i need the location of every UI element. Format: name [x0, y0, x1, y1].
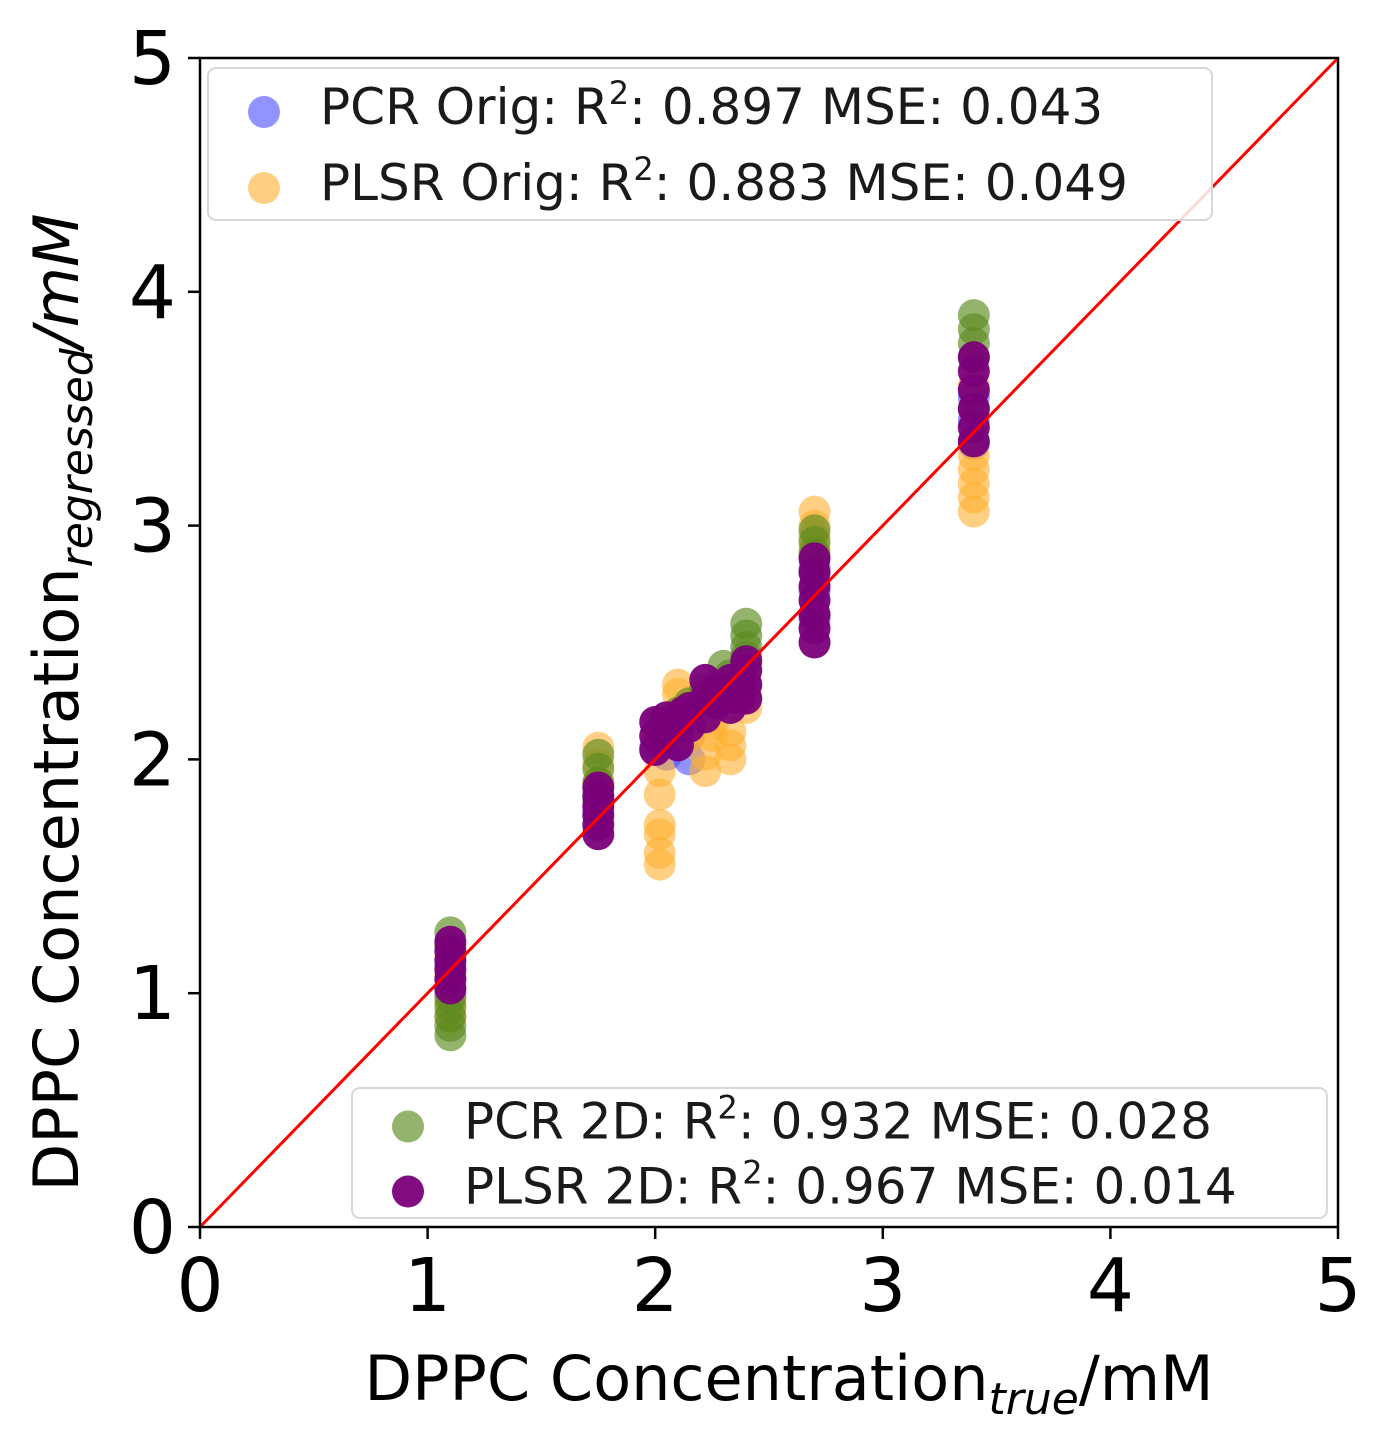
- x-tick-label: 5: [1314, 1243, 1361, 1329]
- x-axis-label-main: DPPC Concentration: [364, 1342, 988, 1415]
- ticks-layer: 0 1 2 3 4 5 0 1 2 3 4 5: [129, 16, 1362, 1329]
- legend-label: PCR 2D: R: [464, 1093, 718, 1151]
- y-tick-label: 2: [129, 717, 176, 803]
- data-point: [730, 645, 763, 678]
- identity-reference-line: [198, 56, 1340, 1229]
- y-tick-label: 4: [129, 250, 176, 336]
- legend-label: PLSR Orig: R: [320, 154, 633, 212]
- y-axis-label: DPPC Concentrationregressed/mM: [20, 213, 103, 1191]
- y-tick-label: 5: [129, 16, 176, 102]
- y-tick-label: 3: [129, 484, 176, 570]
- y-axis-label-unit: /mM: [20, 213, 93, 353]
- data-point: [643, 808, 676, 841]
- y-tick-label: 1: [129, 951, 176, 1037]
- legend-label: PLSR 2D: R: [464, 1158, 742, 1216]
- legend-metrics: : 0.897 MSE: 0.043: [629, 78, 1103, 136]
- x-tick-label: 1: [404, 1243, 451, 1329]
- legend-box: [351, 1087, 1328, 1219]
- legend-label: PCR Orig: R: [320, 78, 609, 136]
- data-point: [798, 542, 831, 575]
- x-axis-label-subscript: true: [989, 1374, 1079, 1425]
- legend-metrics: : 0.932 MSE: 0.028: [738, 1093, 1212, 1151]
- x-tick-label: 3: [859, 1243, 906, 1329]
- legend-box: [207, 67, 1213, 221]
- legend-marker: [392, 1175, 424, 1208]
- legend-entry-text: PLSR Orig: R2: 0.883 MSE: 0.049: [320, 150, 1128, 212]
- y-axis-label-main: DPPC Concentration: [20, 567, 93, 1191]
- x-axis-label: DPPC Concentrationtrue/mM: [364, 1342, 1213, 1425]
- points-layer: [434, 299, 990, 1052]
- x-tick-label: 0: [176, 1243, 223, 1329]
- data-point: [957, 341, 990, 374]
- legend-metrics: : 0.967 MSE: 0.014: [763, 1158, 1237, 1216]
- legend-entry-text: PCR Orig: R2: 0.897 MSE: 0.043: [320, 74, 1103, 136]
- legend-superscript: 2: [718, 1089, 738, 1127]
- legend-superscript: 2: [633, 150, 653, 188]
- data-point: [434, 925, 467, 958]
- legend-entry-text: PCR 2D: R2: 0.932 MSE: 0.028: [464, 1089, 1212, 1151]
- series-plsr-2d: [434, 341, 990, 1005]
- y-tick-label: 0: [129, 1185, 176, 1271]
- legend-superscript: 2: [609, 74, 629, 112]
- data-point: [714, 715, 747, 748]
- legend-marker: [248, 96, 280, 128]
- legend-marker: [248, 172, 280, 204]
- x-axis-label-unit: /mM: [1079, 1342, 1214, 1415]
- legend-metrics: : 0.883 MSE: 0.049: [654, 154, 1128, 212]
- x-tick-label: 2: [632, 1243, 679, 1329]
- data-point: [643, 778, 676, 811]
- data-point: [582, 771, 615, 804]
- x-tick-label: 4: [1087, 1243, 1134, 1329]
- y-axis-label-subscript: regressed: [52, 347, 103, 567]
- plot-frame: [198, 56, 1340, 1229]
- legend-marker: [392, 1110, 424, 1143]
- legend-superscript: 2: [742, 1154, 762, 1192]
- legend-entry-text: PLSR 2D: R2: 0.967 MSE: 0.014: [464, 1154, 1237, 1216]
